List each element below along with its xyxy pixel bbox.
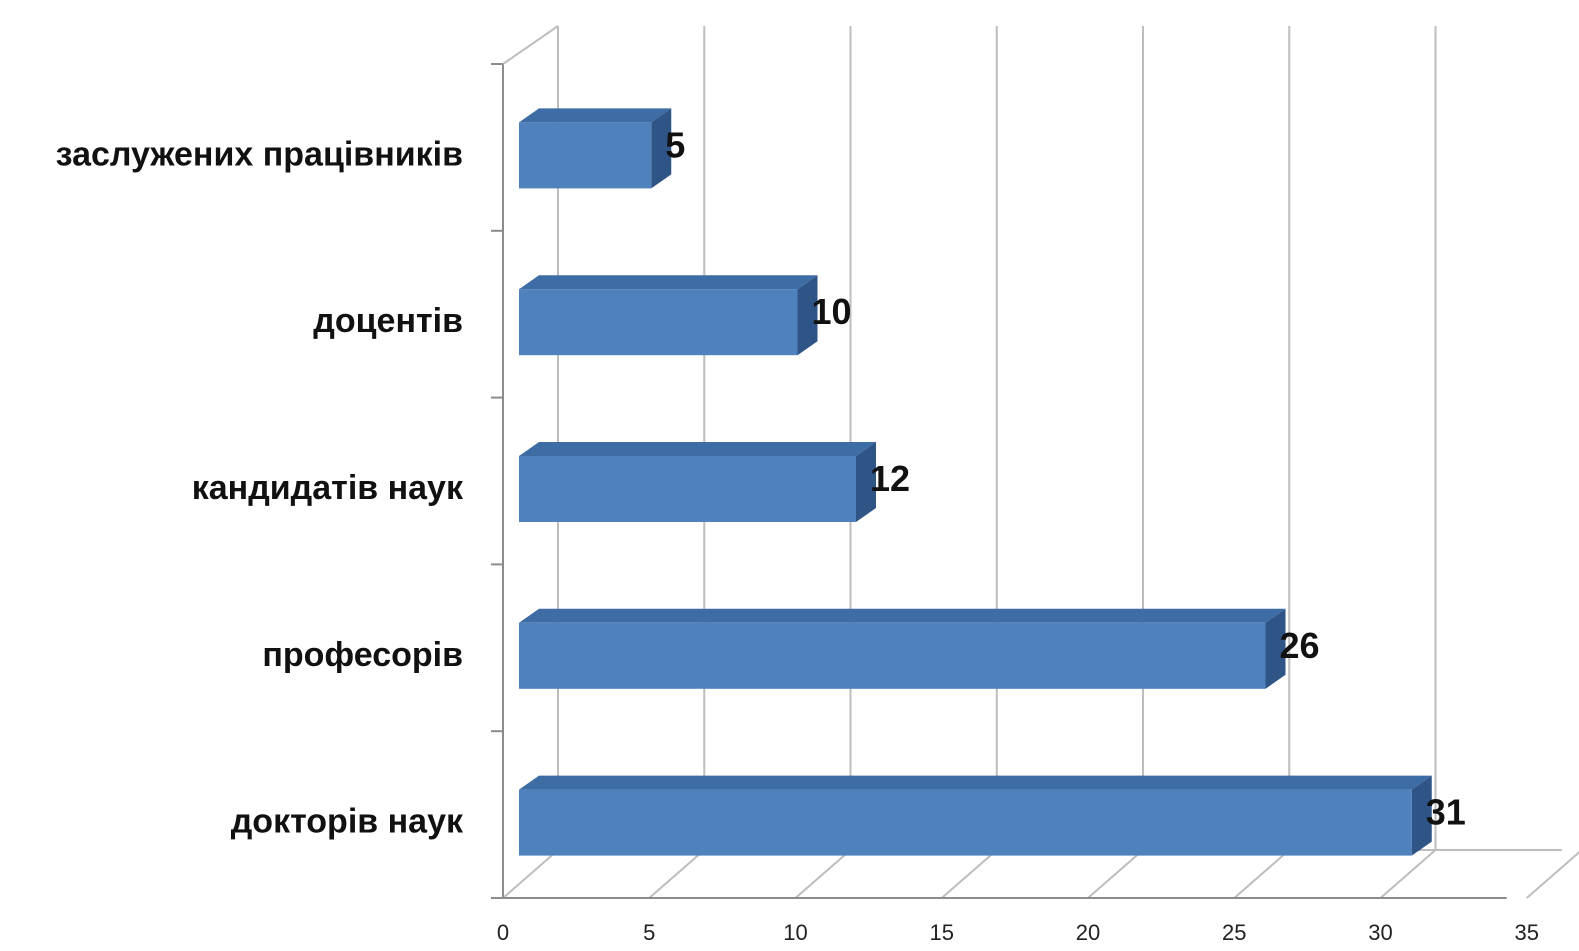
category-label: докторів наук (231, 803, 464, 841)
x-tick-label: 20 (1076, 920, 1100, 945)
bar-side-face (797, 275, 818, 356)
category-label: доцентів (313, 302, 463, 340)
floor-line-15 (941, 849, 998, 899)
x-tick-label: 5 (643, 920, 655, 945)
data-label: 12 (870, 458, 910, 499)
x-tick-label: 0 (497, 920, 509, 945)
floor-line-35 (1526, 851, 1579, 899)
data-label: 5 (665, 124, 685, 165)
bar-top-face (519, 775, 1432, 790)
axes (491, 25, 1507, 899)
bar-side-face (1265, 608, 1286, 689)
floor-line-10 (794, 849, 852, 899)
bar (519, 122, 652, 189)
bar (519, 456, 856, 522)
x-tick-label: 25 (1222, 920, 1246, 945)
labels: 0 5 10 15 20 25 30 35 заслужених працівників 5 доц… (56, 124, 1539, 945)
floor-line-5 (648, 849, 705, 899)
x-tick-label: 15 (930, 920, 954, 945)
bar-top-face (519, 108, 672, 123)
x-tick-label: 30 (1368, 920, 1392, 945)
category-label: кандидатів наук (192, 469, 464, 507)
bar-side-face (651, 108, 672, 189)
bar-side-face (1411, 775, 1432, 856)
y-axis-top-diagonal (502, 25, 559, 65)
gridlines (502, 26, 1579, 899)
data-label: 10 (812, 291, 852, 332)
bar (519, 622, 1266, 689)
bar (519, 289, 798, 356)
category-label: професорів (262, 636, 463, 674)
bar-top-face (519, 608, 1286, 623)
data-label: 26 (1280, 625, 1320, 666)
data-label: 31 (1426, 792, 1466, 833)
bars (519, 108, 1432, 856)
x-tick-label: 10 (783, 920, 807, 945)
floor-line-25 (1233, 849, 1290, 899)
category-label: заслужених працівників (56, 135, 463, 173)
x-tick-label: 35 (1515, 920, 1539, 945)
bar-top-face (519, 275, 818, 290)
bar (519, 789, 1412, 856)
floor-line-20 (1087, 849, 1144, 899)
bar-top-face (519, 442, 876, 456)
floor-line-0 (502, 849, 559, 899)
bar-side-face (856, 442, 876, 522)
floor-line-30 (1379, 849, 1437, 899)
